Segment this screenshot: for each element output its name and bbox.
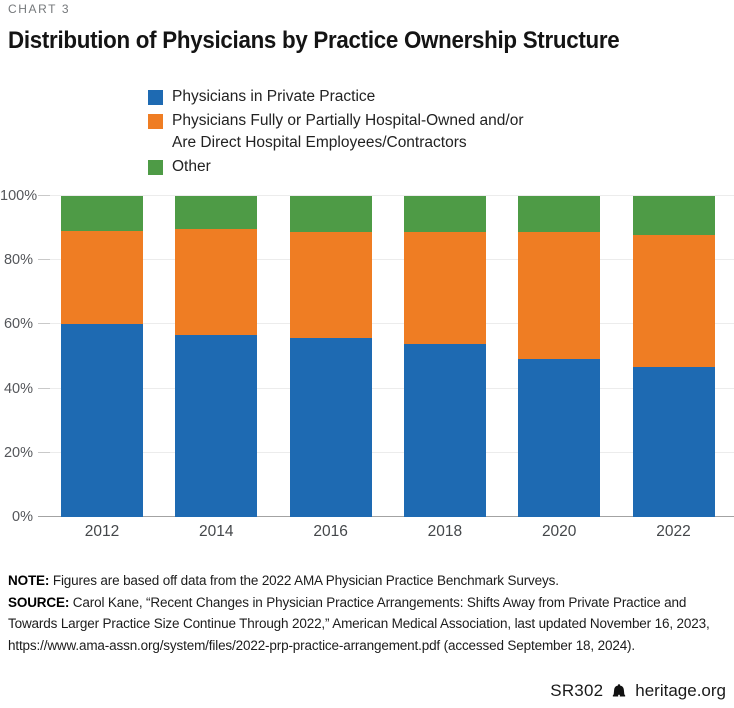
bar-segment-2020-private <box>518 359 601 517</box>
bar-segment-2012-other <box>61 196 143 231</box>
gridline <box>38 259 734 261</box>
bar-segment-2018-hospital <box>403 232 486 344</box>
legend-label: Physicians in Private Practice <box>172 88 376 105</box>
bar-segment-2016-hospital <box>289 231 372 338</box>
x-axis-label: 2014 <box>199 523 234 540</box>
bar-segment-2018-other <box>403 196 486 233</box>
source-line: SOURCE: Carol Kane, “Recent Changes in P… <box>8 592 730 657</box>
legend-swatch-orange <box>148 113 163 129</box>
y-axis-label: 60% <box>3 316 33 333</box>
note-label: NOTE: <box>8 573 50 588</box>
bar-segment-2016-private <box>289 337 372 517</box>
legend-item-other: Other <box>148 156 523 179</box>
y-axis-tick <box>38 195 50 196</box>
liberty-bell-icon <box>613 684 626 697</box>
y-axis-label: 0% <box>12 509 33 525</box>
note-source-block: NOTE: Figures are based off data from th… <box>8 570 730 656</box>
legend-item-hospital-owned: Physicians Fully or Partially Hospital-O… <box>148 110 523 155</box>
bar-segment-2014-private <box>175 334 258 517</box>
footer: SR302 heritage.org <box>550 681 726 701</box>
y-axis-tick <box>38 387 50 389</box>
bar-segment-2014-hospital <box>175 228 258 335</box>
legend-swatch-blue <box>148 90 163 105</box>
y-axis-tick <box>38 451 50 453</box>
y-axis-tick <box>38 259 50 261</box>
gridline <box>38 323 734 325</box>
source-text: Carol Kane, “Recent Changes in Physician… <box>8 594 710 653</box>
legend-label: Physicians Fully or Partially Hospital-O… <box>172 111 524 152</box>
bar-segment-2020-other <box>518 196 601 232</box>
gridline <box>38 195 734 196</box>
chart-legend: Physicians in Private Practice Physician… <box>148 86 523 179</box>
x-axis-label: 2016 <box>313 523 348 540</box>
bar-segment-2012-hospital <box>61 231 143 325</box>
legend-swatch-green <box>148 159 163 175</box>
chart-kicker: CHART 3 <box>8 2 71 16</box>
bar-segment-2014-other <box>175 196 258 229</box>
x-axis-line <box>38 516 734 517</box>
bar-segment-2022-private <box>632 367 715 517</box>
bar-segment-2022-hospital <box>632 235 715 368</box>
note-text: Figures are based off data from the 2022… <box>49 573 559 588</box>
y-axis-label: 40% <box>3 380 33 397</box>
site-link: heritage.org <box>635 681 726 700</box>
y-axis-label: 80% <box>3 252 33 269</box>
x-axis-label: 2018 <box>427 523 463 540</box>
bar-segment-2016-other <box>289 196 372 232</box>
note-line: NOTE: Figures are based off data from th… <box>8 570 730 592</box>
x-axis-label: 2022 <box>656 523 691 540</box>
legend-label: Other <box>172 157 211 175</box>
bar-segment-2012-private <box>61 324 143 517</box>
plot-area: 0% 20% 40% 60% 80% 100% 2012 2014 2016 2018 2020 20… <box>0 189 734 540</box>
x-axis-label: 2012 <box>84 523 120 540</box>
bar-segment-2018-private <box>403 343 486 517</box>
bar-segment-2022-other <box>632 196 715 236</box>
y-axis-tick <box>38 323 50 325</box>
report-id: SR302 <box>550 681 604 700</box>
legend-item-private-practice: Physicians in Private Practice <box>148 86 523 109</box>
source-label: SOURCE: <box>8 594 70 610</box>
y-axis-label: 20% <box>3 444 33 461</box>
gridline <box>38 451 734 453</box>
gridline <box>38 387 734 389</box>
page-title: Distribution of Physicians by Practice O… <box>8 27 620 54</box>
bar-segment-2020-hospital <box>518 231 601 360</box>
y-axis-label: 100% <box>0 188 38 204</box>
x-axis-label: 2020 <box>541 523 577 540</box>
